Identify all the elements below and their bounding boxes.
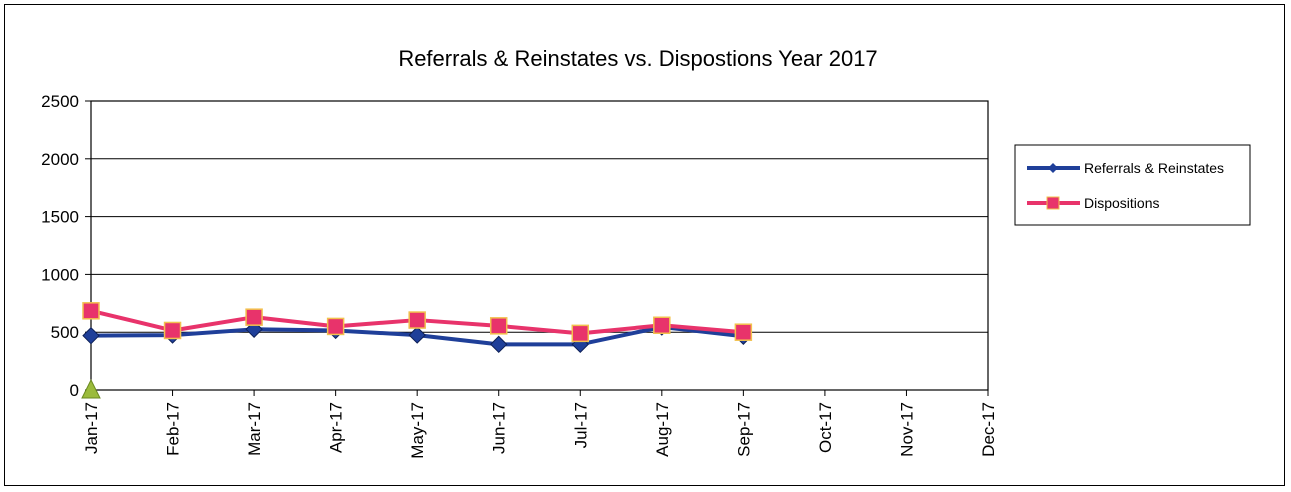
data-point-square bbox=[163, 321, 182, 340]
x-tick-label: Sep-17 bbox=[734, 402, 753, 457]
legend-item-2: Dispositions bbox=[1027, 195, 1159, 211]
data-point-diamond bbox=[408, 326, 426, 344]
triangle-marker bbox=[81, 378, 101, 399]
x-tick-label: May-17 bbox=[408, 402, 427, 459]
plot-area bbox=[90, 100, 989, 391]
series-2 bbox=[82, 302, 753, 343]
legend-label: Referrals & Reinstates bbox=[1084, 160, 1224, 176]
x-tick-label: Mar-17 bbox=[245, 402, 264, 456]
x-tick-label: Jun-17 bbox=[490, 402, 509, 454]
legend-item-1: Referrals & Reinstates bbox=[1027, 160, 1224, 176]
x-tick-label: Aug-17 bbox=[653, 402, 672, 457]
legend-swatch-marker bbox=[1048, 163, 1058, 173]
legend-box bbox=[1014, 144, 1251, 226]
data-point-square bbox=[82, 302, 100, 320]
data-point-square bbox=[571, 324, 590, 343]
y-tick-label: 0 bbox=[70, 381, 79, 400]
legend-swatch-marker bbox=[1046, 196, 1060, 210]
data-point-square bbox=[734, 323, 753, 341]
legend-label: Dispositions bbox=[1084, 195, 1159, 211]
x-tick-label: Apr-17 bbox=[327, 402, 346, 453]
data-point-square bbox=[653, 316, 671, 335]
x-tick-label: Feb-17 bbox=[164, 402, 183, 456]
x-tick-label: Jan-17 bbox=[82, 402, 101, 454]
x-axis-ticks: Jan-17 Feb-17 Mar-17 Apr-17 May-17 Jun-17 Jul-… bbox=[82, 390, 998, 459]
data-point-square bbox=[326, 317, 345, 336]
series-layer bbox=[82, 302, 753, 354]
data-point-square bbox=[489, 317, 508, 335]
y-tick-label: 1000 bbox=[41, 265, 79, 284]
y-tick-label: 1500 bbox=[41, 208, 79, 227]
x-tick-label: Nov-17 bbox=[897, 402, 916, 457]
legend: Referrals & Reinstates Dispositions bbox=[1014, 144, 1251, 226]
grid-lines bbox=[85, 100, 988, 391]
y-tick-label: 500 bbox=[51, 323, 79, 342]
x-tick-label: Oct-17 bbox=[816, 402, 835, 453]
y-tick-label: 2000 bbox=[41, 150, 79, 169]
y-axis-ticks: 0 500 1000 1500 2000 2500 bbox=[41, 92, 79, 400]
x-tick-label: Dec-17 bbox=[979, 402, 998, 457]
data-point-square bbox=[408, 311, 426, 329]
chart-title: Referrals & Reinstates vs. Dispostions Y… bbox=[398, 46, 877, 71]
y-tick-label: 2500 bbox=[41, 92, 79, 111]
data-point-diamond bbox=[490, 335, 508, 354]
data-point-square bbox=[245, 308, 263, 326]
x-tick-label: Jul-17 bbox=[571, 402, 590, 448]
data-point-diamond bbox=[82, 326, 100, 345]
chart-frame bbox=[4, 4, 1285, 486]
annotation-layer bbox=[81, 378, 101, 399]
